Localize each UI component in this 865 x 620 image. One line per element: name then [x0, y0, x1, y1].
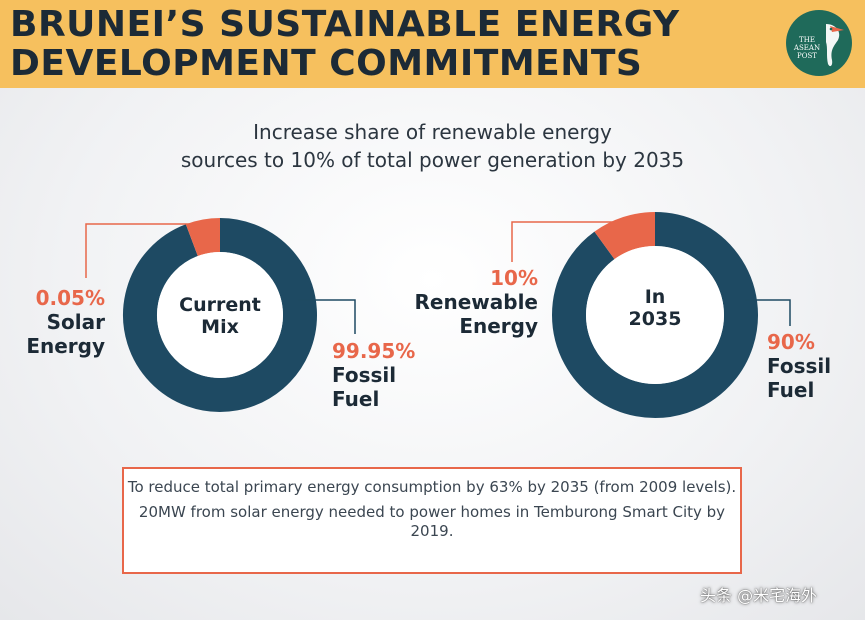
- chart-subtitle: Increase share of renewable energy sourc…: [0, 118, 865, 174]
- note-energy-consumption: To reduce total primary energy consumpti…: [127, 478, 737, 496]
- chart2-slice-fossil-fuel: [552, 212, 758, 418]
- fossil-value-current: 99.95%: [332, 339, 416, 363]
- header-banner: BRUNEI’S SUSTAINABLE ENERGY DEVELOPMENT …: [0, 0, 865, 88]
- fossil-value-2035: 90%: [767, 330, 815, 354]
- subtitle-line-1: Increase share of renewable energy: [253, 120, 612, 144]
- chart2-slice-renewable-energy: [594, 212, 656, 260]
- chart1-slice-fossil-fuel: [123, 218, 317, 412]
- chart2-leader-line-1: [511, 221, 615, 262]
- subtitle-line-2: sources to 10% of total power generation…: [180, 148, 685, 172]
- chart2-fossil-label: 90% Fossil Fuel: [767, 330, 832, 402]
- watermark-text: 头条 @米宅海外: [700, 586, 818, 605]
- chart1-leader-line-2: [298, 299, 356, 334]
- renewable-value: 10%: [490, 266, 538, 290]
- chart1-hole: [157, 252, 283, 378]
- solar-value: 0.05%: [35, 286, 105, 310]
- note-solar-temburong: 20MW from solar energy needed to power h…: [138, 503, 726, 540]
- title-line-1: BRUNEI’S SUSTAINABLE ENERGY: [10, 4, 680, 45]
- title-line-2: DEVELOPMENT COMMITMENTS: [10, 43, 643, 84]
- hornbill-icon: [826, 24, 844, 67]
- logo-text: THE ASEAN POST: [793, 36, 821, 60]
- chart1-center-label: Current Mix: [179, 294, 261, 338]
- chart2-renewable-label: 10% Renewable Energy: [390, 266, 538, 338]
- commitments-notes-box: To reduce total primary energy consumpti…: [122, 467, 742, 574]
- chart1-slice-solar-energy: [185, 218, 221, 257]
- asean-post-logo[interactable]: THE ASEAN POST: [786, 10, 852, 76]
- chart2-center-label: In 2035: [628, 286, 682, 330]
- chart1-fossil-label: 99.95% Fossil Fuel: [332, 339, 416, 411]
- chart1-solar-label: 0.05% Solar Energy: [0, 286, 105, 358]
- page-title: BRUNEI’S SUSTAINABLE ENERGY DEVELOPMENT …: [10, 5, 680, 83]
- chart2-leader-line-2: [745, 299, 791, 326]
- chart1-leader-line-1: [85, 223, 196, 278]
- chart2-hole: [586, 246, 724, 384]
